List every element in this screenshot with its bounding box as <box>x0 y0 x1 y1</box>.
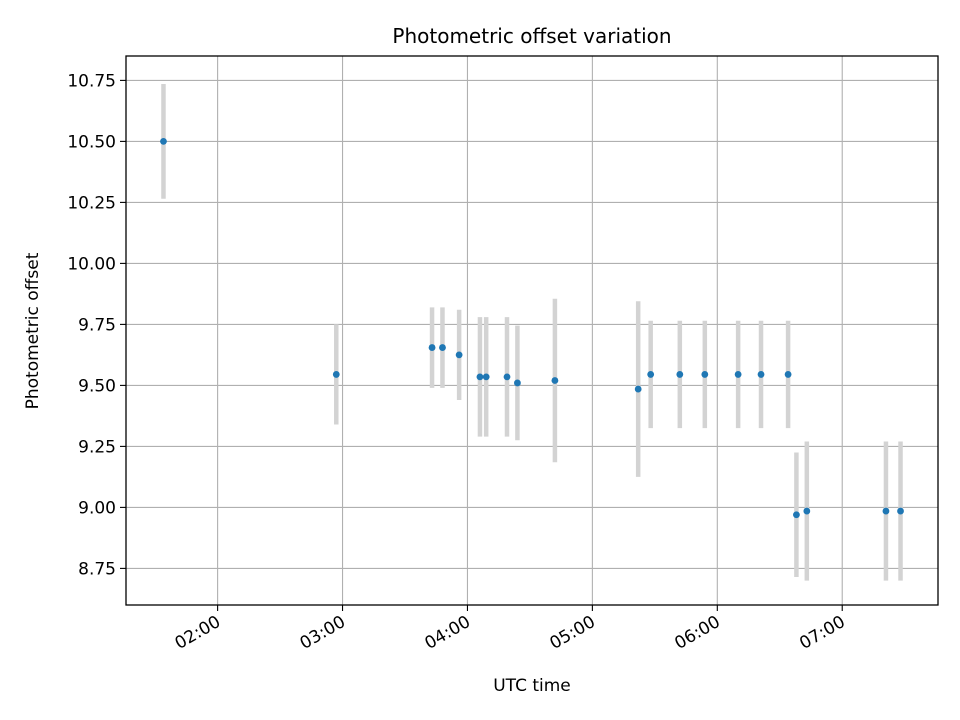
data-point <box>482 373 490 381</box>
y-axis: 8.75 9.00 9.25 9.50 9.75 10.00 10.25 10.50 10.75 <box>67 71 126 579</box>
data-point <box>757 371 765 378</box>
y-tick-label: 10.50 <box>67 132 116 152</box>
grid <box>126 56 938 605</box>
y-tick-label: 9.25 <box>78 437 116 457</box>
y-tick-label: 9.75 <box>78 315 116 335</box>
data-point <box>701 371 709 378</box>
data-point <box>332 371 340 378</box>
y-tick-label: 9.50 <box>78 376 116 396</box>
data-point <box>551 377 559 384</box>
data-point <box>897 507 904 515</box>
data-point <box>803 507 811 515</box>
data-point <box>476 373 484 381</box>
data-point <box>428 344 436 351</box>
data-point <box>160 138 167 145</box>
data-point <box>503 373 511 381</box>
plot-frame <box>125 55 939 606</box>
chart-title: Photometric offset variation <box>392 24 671 48</box>
y-tick-label: 8.75 <box>78 559 116 579</box>
data-point <box>784 371 792 378</box>
data-point <box>439 344 446 351</box>
data-point <box>793 511 800 519</box>
data-point <box>734 371 742 378</box>
data-point <box>676 371 684 378</box>
y-tick-label: 9.00 <box>78 498 116 518</box>
data-point <box>634 385 642 393</box>
y-tick-label: 10.00 <box>67 254 116 274</box>
y-axis-label: Photometric offset <box>23 252 43 409</box>
y-tick-label: 10.75 <box>67 71 116 91</box>
data-point <box>882 507 890 515</box>
x-axis-label: UTC time <box>493 676 571 696</box>
data-points <box>160 138 904 519</box>
y-tick-label: 10.25 <box>67 193 116 213</box>
data-point <box>455 351 463 359</box>
data-point <box>647 371 655 378</box>
data-point <box>514 379 521 387</box>
